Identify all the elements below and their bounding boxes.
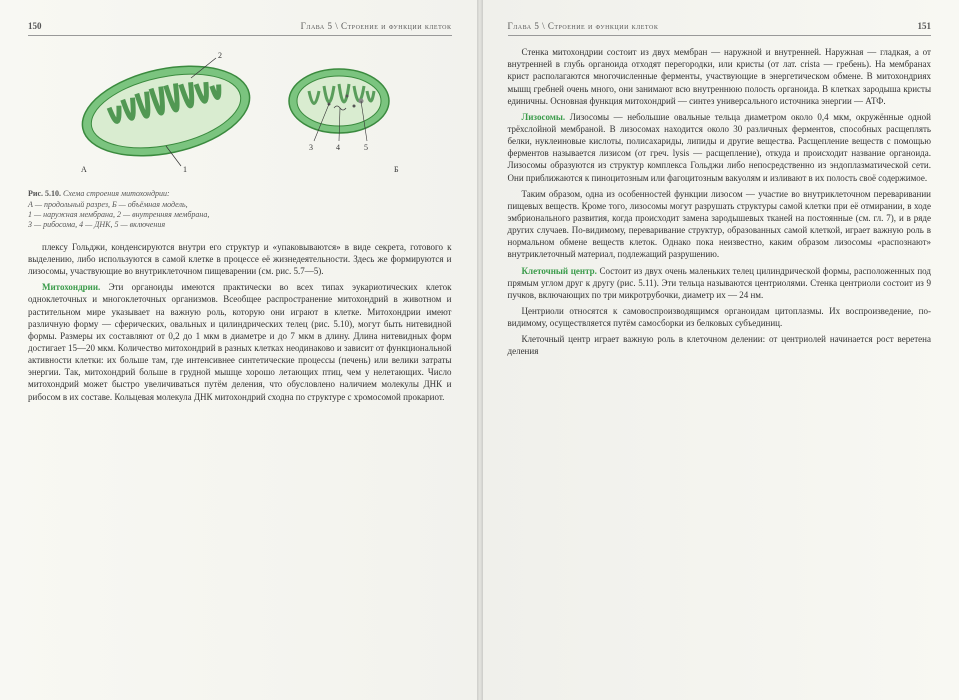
caption-line-1: 1 — наружная мембрана, 2 — внутренняя ме…: [28, 210, 209, 219]
page-number: 150: [28, 20, 42, 32]
term-cell-center: Клеточный центр.: [522, 266, 597, 276]
page-left: 150 Глава 5 \ Строение и функции клеток: [0, 0, 480, 700]
right-para-4: Клеточный центр. Состоит из двух очень м…: [508, 265, 932, 301]
book-spread: 150 Глава 5 \ Строение и функции клеток: [0, 0, 959, 700]
left-para-2: Митохондрии. Эти органоиды имеются практ…: [28, 281, 452, 402]
right-para-5: Центриоли относятся к самовоспроизводящи…: [508, 305, 932, 329]
right-para-2: Лизосомы. Лизосомы — небольшие овальные …: [508, 111, 932, 184]
caption-line-2: 3 — рибосома, 4 — ДНК, 5 — включения: [28, 220, 165, 229]
label-b: Б: [394, 165, 399, 174]
right-para-6: Клеточный центр играет важную роль в кле…: [508, 333, 932, 357]
label-2: 2: [218, 51, 222, 60]
chapter-title: Глава 5 \ Строение и функции клеток: [508, 20, 659, 32]
caption-desc: Схема строения митохондрии:: [63, 189, 170, 198]
term-lysosomes: Лизосомы.: [522, 112, 566, 122]
page-header-right: Глава 5 \ Строение и функции клеток 151: [508, 20, 932, 36]
caption-line-a: А — продольный разрез, Б — объёмная моде…: [28, 200, 188, 209]
right-para-3: Таким образом, одна из особенностей функ…: [508, 188, 932, 261]
page-number: 151: [918, 20, 932, 32]
mito-longitudinal: 1 2 А: [71, 46, 271, 179]
label-3: 3: [309, 143, 313, 152]
caption-title: Рис. 5.10.: [28, 189, 61, 198]
left-para-2-body: Эти органоиды имеются практически во все…: [28, 282, 452, 401]
right-para-2-body: Лизосомы — небольшие овальные тельца диа…: [508, 112, 932, 183]
page-right: Глава 5 \ Строение и функции клеток 151 …: [480, 0, 959, 700]
label-4: 4: [336, 143, 340, 152]
label-a: А: [81, 165, 87, 174]
term-mitochondria: Митохондрии.: [42, 282, 100, 292]
chapter-title: Глава 5 \ Строение и функции клеток: [301, 20, 452, 32]
label-1: 1: [183, 165, 187, 174]
mito-3d-model: 3 4 5 Б: [279, 46, 409, 179]
right-para-1: Стенка митохондрии состоит из двух мембр…: [508, 46, 932, 107]
left-para-1: плексу Гольджи, конденсируются внутри ег…: [28, 241, 452, 277]
page-header-left: 150 Глава 5 \ Строение и функции клеток: [28, 20, 452, 36]
book-spine: [477, 0, 483, 700]
figure-5-10: 1 2 А: [28, 46, 452, 179]
label-5: 5: [364, 143, 368, 152]
figure-caption: Рис. 5.10. Схема строения митохондрии: А…: [28, 189, 452, 231]
